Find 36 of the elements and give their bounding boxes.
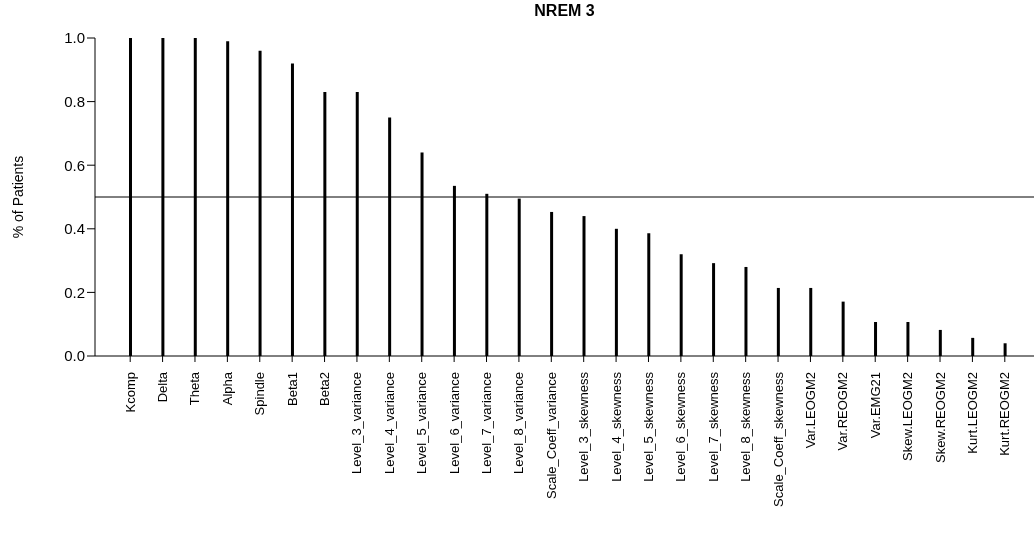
x-tick-label: Level_6_skewness <box>673 371 689 482</box>
x-tick-label: Beta2 <box>317 372 333 406</box>
x-tick-label: Spindle <box>252 372 268 416</box>
y-tick-label: 0.2 <box>64 283 85 301</box>
x-tick-label: Var.EMG21 <box>867 372 883 439</box>
x-tick-label: Level_3_skewness <box>576 371 592 482</box>
x-tick-label: Level_5_variance <box>414 372 430 474</box>
y-tick-label: 0.8 <box>64 92 85 110</box>
x-tick-label: Level_8_skewness <box>738 371 754 482</box>
x-tick-label: Scale_Coeff_variance <box>543 372 559 499</box>
x-tick-label: Level_7_variance <box>479 372 495 474</box>
y-tick-label: 0.6 <box>64 156 85 174</box>
x-tick-label: Level_5_skewness <box>640 371 656 482</box>
x-tick-label: Level_4_variance <box>381 372 397 474</box>
x-tick-label: Kcomp <box>122 372 138 413</box>
x-tick-label: Skew.REOGM2 <box>932 372 948 464</box>
x-tick-label: Level_8_variance <box>511 372 527 474</box>
x-tick-label: Level_6_variance <box>446 372 462 474</box>
x-tick-label: Alpha <box>219 371 235 406</box>
x-tick-label: Kurt.REOGM2 <box>997 372 1013 456</box>
x-tick-label: Level_3_variance <box>349 372 365 474</box>
x-tick-label: Kurt.LEOGM2 <box>964 372 980 454</box>
x-tick-label: Level_7_skewness <box>705 371 721 482</box>
x-tick-label: Var.REOGM2 <box>835 372 851 451</box>
x-tick-label: Scale_Coeff_skewness <box>770 371 786 507</box>
x-tick-label: Delta <box>155 371 171 403</box>
y-tick-label: 0.0 <box>64 347 85 365</box>
y-tick-label: 1.0 <box>64 29 85 47</box>
y-tick-label: 0.4 <box>64 220 85 238</box>
x-tick-label: Skew.LEOGM2 <box>900 372 916 461</box>
x-tick-label: Level_4_skewness <box>608 371 624 482</box>
chart-title: NREM 3 <box>533 2 596 20</box>
x-tick-label: Beta1 <box>284 372 300 406</box>
x-tick-label: Theta <box>187 371 203 406</box>
x-tick-label: Var.LEOGM2 <box>802 372 818 449</box>
y-axis-title: % of Patients <box>10 155 26 239</box>
